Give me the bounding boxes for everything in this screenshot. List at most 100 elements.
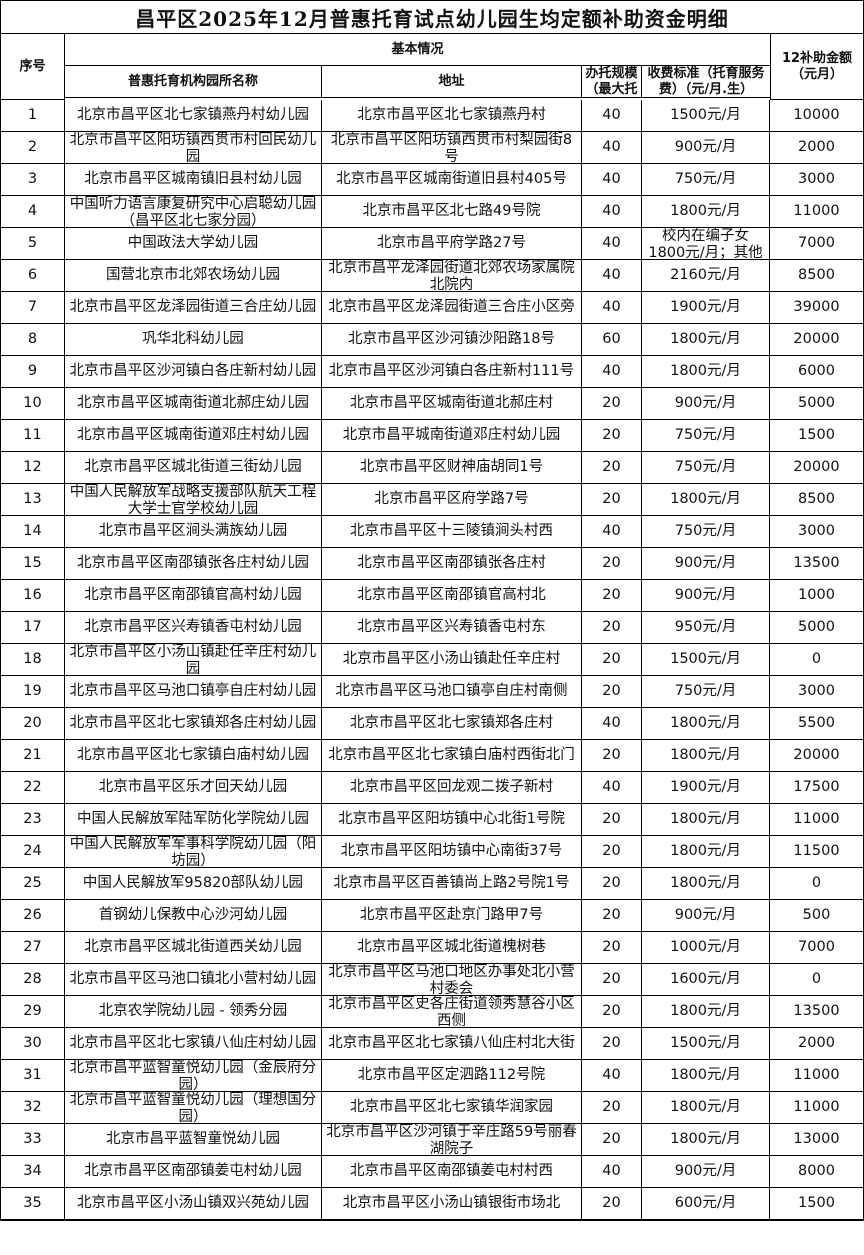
cell-scale: 20: [582, 644, 642, 676]
cell-name: 北京市昌平区北七家镇燕丹村幼儿园: [65, 100, 322, 132]
cell-name: 北京市昌平区城北街道三街幼儿园: [65, 452, 322, 484]
cell-subsidy: 20000: [770, 324, 863, 356]
cell-index: 25: [1, 868, 65, 900]
cell-name: 中国政法大学幼儿园: [65, 228, 322, 260]
cell-address: 北京市昌平区北七家镇八仙庄村北大街: [322, 1028, 582, 1060]
cell-scale: 20: [582, 676, 642, 708]
cell-fee: 1800元/月: [642, 1092, 770, 1124]
cell-name: 巩华北科幼儿园: [65, 324, 322, 356]
cell-address: 北京市昌平区龙泽园街道三合庄小区旁: [322, 292, 582, 324]
cell-scale: 40: [582, 1060, 642, 1092]
cell-fee: 1800元/月: [642, 836, 770, 868]
cell-address: 北京市昌平区阳坊镇西贯市村梨园街8号: [322, 132, 582, 164]
cell-scale: 60: [582, 324, 642, 356]
cell-index: 18: [1, 644, 65, 676]
cell-fee: 750元/月: [642, 516, 770, 548]
cell-address: 北京市昌平区兴寿镇香屯村东: [322, 612, 582, 644]
cell-index: 10: [1, 388, 65, 420]
cell-fee: 1800元/月: [642, 1060, 770, 1092]
cell-index: 22: [1, 772, 65, 804]
cell-index: 32: [1, 1092, 65, 1124]
cell-fee: 1900元/月: [642, 772, 770, 804]
cell-subsidy: 8500: [770, 484, 863, 516]
cell-scale: 20: [582, 420, 642, 452]
cell-fee: 1500元/月: [642, 100, 770, 132]
cell-subsidy: 1500: [770, 1188, 863, 1220]
cell-name: 首钢幼儿保教中心沙河幼儿园: [65, 900, 322, 932]
cell-scale: 40: [582, 1156, 642, 1188]
cell-scale: 40: [582, 772, 642, 804]
cell-subsidy: 13500: [770, 548, 863, 580]
cell-scale: 40: [582, 356, 642, 388]
header-fee: 收费标准（托育服务费）（元/月.生）: [642, 66, 770, 98]
cell-fee: 1800元/月: [642, 996, 770, 1028]
cell-subsidy: 2000: [770, 132, 863, 164]
cell-fee: 1500元/月: [642, 1028, 770, 1060]
cell-name: 北京市昌平蓝智童悦幼儿园（金辰府分园）: [65, 1060, 322, 1092]
cell-subsidy: 500: [770, 900, 863, 932]
subsidy-table: 昌平区2025年12月普惠托育试点幼儿园生均定额补助资金明细 序号 基本情况 普…: [0, 0, 864, 1221]
table-header: 序号 基本情况 普惠托育机构园所名称 地址 办托规模（最大托 收费标准（托育服务…: [1, 34, 863, 100]
cell-name: 中国人民解放军陆军防化学院幼儿园: [65, 804, 322, 836]
cell-name: 北京市昌平区龙泽园街道三合庄幼儿园: [65, 292, 322, 324]
cell-subsidy: 7000: [770, 932, 863, 964]
cell-address: 北京市昌平区府学路7号: [322, 484, 582, 516]
cell-fee: 1800元/月: [642, 740, 770, 772]
cell-name: 中国人民解放军战略支援部队航天工程大学士官学校幼儿园: [65, 484, 322, 516]
cell-subsidy: 6000: [770, 356, 863, 388]
cell-address: 北京市昌平区马池口镇亭自庄村南侧: [322, 676, 582, 708]
cell-address: 北京市昌平区财神庙胡同1号: [322, 452, 582, 484]
cell-index: 8: [1, 324, 65, 356]
cell-address: 北京市昌平区北七家镇白庙村西街北门: [322, 740, 582, 772]
cell-name: 北京市昌平区北七家镇白庙村幼儿园: [65, 740, 322, 772]
header-index: 序号: [1, 34, 65, 100]
cell-fee: 900元/月: [642, 548, 770, 580]
cell-scale: 40: [582, 708, 642, 740]
cell-subsidy: 13000: [770, 1124, 863, 1156]
cell-scale: 20: [582, 548, 642, 580]
cell-address: 北京市昌平区城南街道旧县村405号: [322, 164, 582, 196]
cell-fee: 900元/月: [642, 132, 770, 164]
cell-subsidy: 11000: [770, 196, 863, 228]
cell-fee: 950元/月: [642, 612, 770, 644]
cell-subsidy: 13500: [770, 996, 863, 1028]
cell-subsidy: 3000: [770, 164, 863, 196]
cell-fee: 750元/月: [642, 676, 770, 708]
cell-fee: 1600元/月: [642, 964, 770, 996]
cell-scale: 20: [582, 900, 642, 932]
cell-address: 北京市昌平区阳坊镇中心南街37号: [322, 836, 582, 868]
cell-name: 北京市昌平区北七家镇八仙庄村幼儿园: [65, 1028, 322, 1060]
cell-scale: 40: [582, 516, 642, 548]
cell-subsidy: 11000: [770, 804, 863, 836]
cell-index: 17: [1, 612, 65, 644]
cell-address: 北京市昌平区南邵镇张各庄村: [322, 548, 582, 580]
cell-address: 北京市昌平区沙河镇于辛庄路59号丽春湖院子: [322, 1124, 582, 1156]
cell-name: 北京市昌平区马池口镇亭自庄村幼儿园: [65, 676, 322, 708]
cell-index: 27: [1, 932, 65, 964]
cell-fee: 750元/月: [642, 164, 770, 196]
cell-address: 北京市昌平区小汤山镇银街市场北: [322, 1188, 582, 1220]
cell-subsidy: 0: [770, 868, 863, 900]
cell-address: 北京市昌平区沙河镇沙阳路18号: [322, 324, 582, 356]
cell-index: 26: [1, 900, 65, 932]
cell-scale: 20: [582, 580, 642, 612]
cell-index: 19: [1, 676, 65, 708]
page-title: 昌平区2025年12月普惠托育试点幼儿园生均定额补助资金明细: [1, 1, 863, 34]
cell-address: 北京市昌平区马池口地区办事处北小营村委会: [322, 964, 582, 996]
cell-scale: 20: [582, 1188, 642, 1220]
cell-name: 国营北京市北郊农场幼儿园: [65, 260, 322, 292]
cell-scale: 20: [582, 740, 642, 772]
cell-address: 北京市昌平府学路27号: [322, 228, 582, 260]
cell-fee: 1800元/月: [642, 804, 770, 836]
cell-address: 北京市昌平区沙河镇白各庄新村111号: [322, 356, 582, 388]
cell-fee: 1800元/月: [642, 708, 770, 740]
cell-index: 13: [1, 484, 65, 516]
cell-name: 北京市昌平区小汤山镇双兴苑幼儿园: [65, 1188, 322, 1220]
cell-index: 11: [1, 420, 65, 452]
cell-index: 1: [1, 100, 65, 132]
cell-scale: 20: [582, 996, 642, 1028]
cell-scale: 40: [582, 132, 642, 164]
cell-fee: 1800元/月: [642, 868, 770, 900]
cell-fee: 1800元/月: [642, 196, 770, 228]
cell-index: 2: [1, 132, 65, 164]
